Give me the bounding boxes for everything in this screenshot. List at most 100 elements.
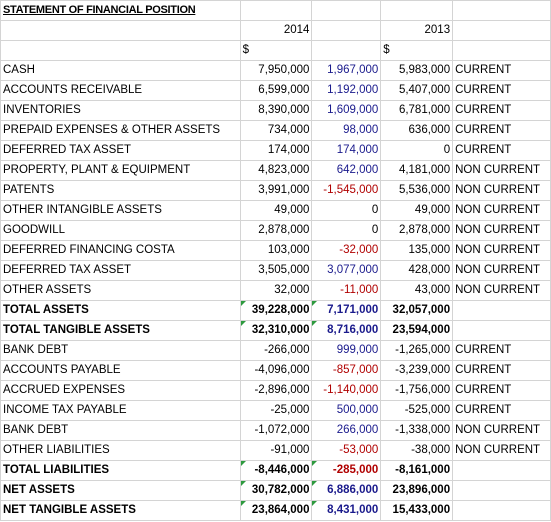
- classification-cell[interactable]: [452, 460, 551, 481]
- row-label[interactable]: PROPERTY, PLANT & EQUIPMENT: [0, 160, 241, 181]
- value-2014-cell[interactable]: 30,782,000: [239, 480, 313, 501]
- change-cell[interactable]: 6,886,000: [311, 480, 382, 501]
- classification-cell[interactable]: [452, 320, 551, 341]
- classification-cell[interactable]: NON CURRENT: [452, 260, 551, 281]
- classification-cell[interactable]: NON CURRENT: [452, 240, 551, 261]
- row-label[interactable]: TOTAL TANGIBLE ASSETS: [0, 320, 241, 341]
- classification-cell[interactable]: CURRENT: [452, 400, 551, 421]
- change-cell[interactable]: 999,000: [311, 340, 382, 361]
- value-2013-cell[interactable]: 5,983,000: [380, 60, 454, 81]
- value-2014-cell[interactable]: 39,228,000: [239, 300, 313, 321]
- classification-cell[interactable]: [452, 500, 551, 521]
- change-cell[interactable]: 8,716,000: [311, 320, 382, 341]
- change-cell[interactable]: -11,000: [311, 280, 382, 301]
- change-cell[interactable]: 1,192,000: [311, 80, 382, 101]
- row-label[interactable]: OTHER INTANGIBLE ASSETS: [0, 200, 241, 221]
- value-2013-cell[interactable]: 5,536,000: [380, 180, 454, 201]
- value-2013-cell[interactable]: -1,756,000: [380, 380, 454, 401]
- row-label[interactable]: TOTAL LIABILITIES: [0, 460, 241, 481]
- row-label[interactable]: NET ASSETS: [0, 480, 241, 501]
- value-2014-cell[interactable]: -2,896,000: [239, 380, 313, 401]
- row-label[interactable]: DEFERRED TAX ASSET: [0, 260, 241, 281]
- value-2013-cell[interactable]: 49,000: [380, 200, 454, 221]
- empty-cell[interactable]: [452, 40, 551, 61]
- value-2013-cell[interactable]: -38,000: [380, 440, 454, 461]
- classification-cell[interactable]: NON CURRENT: [452, 180, 551, 201]
- row-label[interactable]: TOTAL ASSETS: [0, 300, 241, 321]
- value-2014-cell[interactable]: 734,000: [239, 120, 313, 141]
- classification-cell[interactable]: CURRENT: [452, 100, 551, 121]
- row-label[interactable]: PATENTS: [0, 180, 241, 201]
- value-2013-cell[interactable]: 636,000: [380, 120, 454, 141]
- classification-cell[interactable]: NON CURRENT: [452, 440, 551, 461]
- value-2014-cell[interactable]: 32,000: [239, 280, 313, 301]
- row-label[interactable]: ACCRUED EXPENSES: [0, 380, 241, 401]
- value-2013-cell[interactable]: 23,896,000: [380, 480, 454, 501]
- value-2013-cell[interactable]: -1,265,000: [380, 340, 454, 361]
- empty-cell[interactable]: [0, 40, 241, 61]
- value-2013-cell[interactable]: -525,000: [380, 400, 454, 421]
- row-label[interactable]: ACCOUNTS RECEIVABLE: [0, 80, 241, 101]
- value-2014-cell[interactable]: 3,505,000: [239, 260, 313, 281]
- row-label[interactable]: ACCOUNTS PAYABLE: [0, 360, 241, 381]
- change-cell[interactable]: 98,000: [311, 120, 382, 141]
- change-cell[interactable]: -32,000: [311, 240, 382, 261]
- currency-2013-header[interactable]: $: [380, 40, 454, 61]
- row-label[interactable]: DEFERRED FINANCING COSTA: [0, 240, 241, 261]
- classification-cell[interactable]: NON CURRENT: [452, 280, 551, 301]
- row-label[interactable]: INCOME TAX PAYABLE: [0, 400, 241, 421]
- classification-cell[interactable]: NON CURRENT: [452, 420, 551, 441]
- classification-cell[interactable]: NON CURRENT: [452, 220, 551, 241]
- change-cell[interactable]: 174,000: [311, 140, 382, 161]
- change-cell[interactable]: 3,077,000: [311, 260, 382, 281]
- value-2014-cell[interactable]: -91,000: [239, 440, 313, 461]
- change-cell[interactable]: 642,000: [311, 160, 382, 181]
- change-cell[interactable]: 7,171,000: [311, 300, 382, 321]
- empty-cell[interactable]: [380, 0, 454, 21]
- value-2014-cell[interactable]: -4,096,000: [239, 360, 313, 381]
- value-2014-cell[interactable]: 103,000: [239, 240, 313, 261]
- value-2013-cell[interactable]: 32,057,000: [380, 300, 454, 321]
- empty-cell[interactable]: [452, 20, 551, 41]
- classification-cell[interactable]: [452, 480, 551, 501]
- row-label[interactable]: NET TANGIBLE ASSETS: [0, 500, 241, 521]
- year-2013-header[interactable]: 2013: [380, 20, 454, 41]
- value-2014-cell[interactable]: -266,000: [239, 340, 313, 361]
- change-cell[interactable]: 8,431,000: [311, 500, 382, 521]
- value-2014-cell[interactable]: 2,878,000: [239, 220, 313, 241]
- value-2014-cell[interactable]: 3,991,000: [239, 180, 313, 201]
- value-2013-cell[interactable]: 15,433,000: [380, 500, 454, 521]
- row-label[interactable]: INVENTORIES: [0, 100, 241, 121]
- value-2014-cell[interactable]: 6,599,000: [239, 80, 313, 101]
- classification-cell[interactable]: NON CURRENT: [452, 200, 551, 221]
- value-2013-cell[interactable]: -3,239,000: [380, 360, 454, 381]
- change-cell[interactable]: -1,545,000: [311, 180, 382, 201]
- value-2014-cell[interactable]: 49,000: [239, 200, 313, 221]
- change-cell[interactable]: 1,609,000: [311, 100, 382, 121]
- classification-cell[interactable]: NON CURRENT: [452, 160, 551, 181]
- row-label[interactable]: DEFERRED TAX ASSET: [0, 140, 241, 161]
- change-cell[interactable]: 266,000: [311, 420, 382, 441]
- value-2013-cell[interactable]: 135,000: [380, 240, 454, 261]
- change-cell[interactable]: -857,000: [311, 360, 382, 381]
- empty-cell[interactable]: [239, 0, 313, 21]
- empty-cell[interactable]: [452, 0, 551, 21]
- classification-cell[interactable]: CURRENT: [452, 120, 551, 141]
- value-2014-cell[interactable]: 7,950,000: [239, 60, 313, 81]
- empty-cell[interactable]: [311, 0, 382, 21]
- row-label[interactable]: OTHER ASSETS: [0, 280, 241, 301]
- value-2013-cell[interactable]: 23,594,000: [380, 320, 454, 341]
- value-2013-cell[interactable]: 4,181,000: [380, 160, 454, 181]
- value-2014-cell[interactable]: -1,072,000: [239, 420, 313, 441]
- row-label[interactable]: BANK DEBT: [0, 340, 241, 361]
- value-2013-cell[interactable]: 43,000: [380, 280, 454, 301]
- value-2013-cell[interactable]: 5,407,000: [380, 80, 454, 101]
- change-cell[interactable]: 0: [311, 220, 382, 241]
- value-2014-cell[interactable]: -25,000: [239, 400, 313, 421]
- year-2014-header[interactable]: 2014: [239, 20, 313, 41]
- classification-cell[interactable]: [452, 300, 551, 321]
- value-2014-cell[interactable]: 4,823,000: [239, 160, 313, 181]
- change-cell[interactable]: -285,000: [311, 460, 382, 481]
- value-2013-cell[interactable]: -1,338,000: [380, 420, 454, 441]
- change-cell[interactable]: -53,000: [311, 440, 382, 461]
